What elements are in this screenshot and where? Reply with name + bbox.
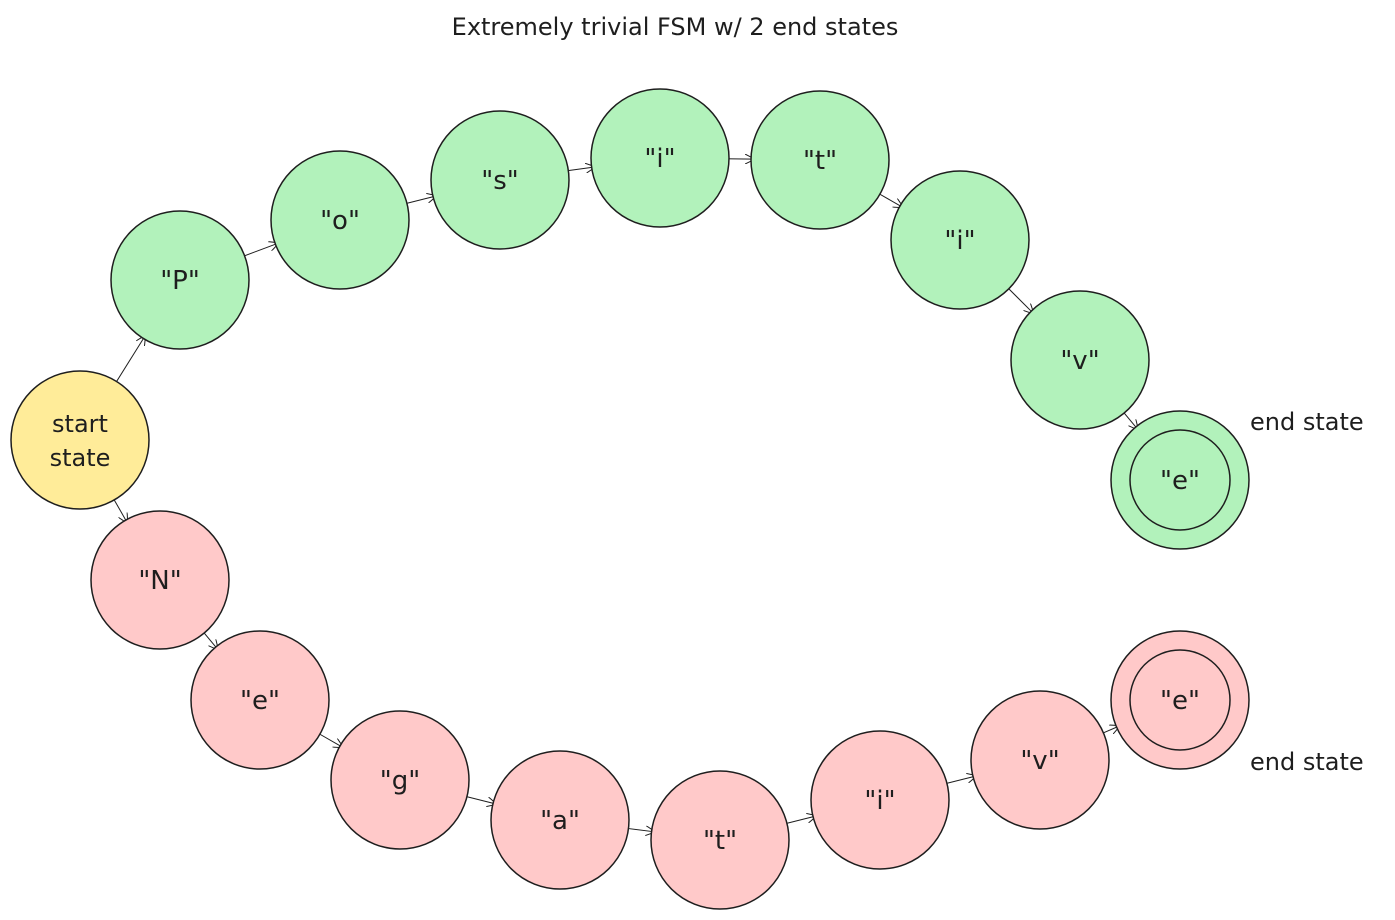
lower-path-state-7: "e"	[1110, 630, 1250, 770]
lower-path-state-6: "v"	[970, 690, 1110, 830]
lower-path-state-0: "N"	[90, 510, 230, 650]
upper-path-state-7: "e"	[1110, 410, 1250, 550]
state-label: "t"	[803, 146, 837, 176]
state-label: "s"	[481, 166, 518, 196]
accepting-ring	[1129, 649, 1231, 751]
upper-path-transition-2	[401, 196, 436, 205]
upper-path-transition-6	[1004, 284, 1033, 313]
lower-path-transition-6	[941, 776, 976, 785]
end-state-label-upper: end state	[1250, 408, 1364, 436]
state-label: "P"	[160, 266, 200, 296]
lower-path-state-5: "i"	[810, 730, 950, 870]
state-label: "t"	[703, 826, 737, 856]
state-label: "e"	[1160, 466, 1200, 496]
start-state: start state	[10, 370, 150, 510]
lower-path-state-3: "a"	[490, 750, 630, 890]
upper-path-state-1: "o"	[270, 150, 410, 290]
lower-path-state-2: "g"	[330, 710, 470, 850]
state-label: "i"	[944, 226, 975, 256]
upper-path-state-5: "i"	[890, 170, 1030, 310]
start-state-label-1: start	[52, 410, 108, 438]
upper-path-state-3: "i"	[590, 88, 730, 228]
state-label: "g"	[380, 766, 420, 796]
state-label: "a"	[540, 806, 580, 836]
diagram-title: Extremely trivial FSM w/ 2 end states	[452, 13, 899, 41]
lower-path-transition-3	[461, 795, 496, 804]
state-label: "v"	[1060, 346, 1099, 376]
lower-path-state-4: "t"	[650, 770, 790, 910]
state-label: "N"	[138, 566, 181, 596]
state-label: "v"	[1020, 746, 1059, 776]
upper-path-transition-1	[239, 243, 278, 258]
upper-path-state-6: "v"	[1010, 290, 1150, 430]
lower-path-transition-5	[781, 816, 816, 825]
accepting-ring	[1129, 429, 1231, 531]
lower-path-state-1: "e"	[190, 630, 330, 770]
state-label: "i"	[864, 786, 895, 816]
upper-path-state-2: "s"	[430, 110, 570, 250]
end-state-label-lower: end state	[1250, 748, 1364, 776]
upper-path-state-4: "t"	[750, 90, 890, 230]
state-label: "o"	[320, 206, 360, 236]
state-label: "e"	[1160, 686, 1200, 716]
state-label: "e"	[240, 686, 280, 716]
upper-path-state-0: "P"	[110, 210, 250, 350]
state-label: "i"	[644, 144, 675, 174]
upper-path-transition-0	[113, 336, 145, 386]
start-state-label-2: state	[50, 444, 111, 472]
